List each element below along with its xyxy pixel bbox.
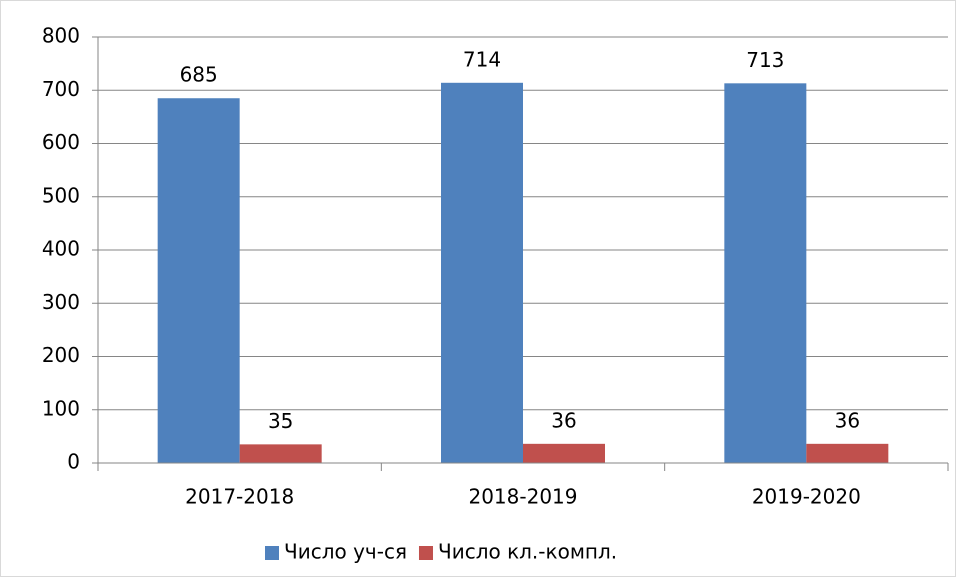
bar [239, 444, 322, 463]
legend-swatch [265, 546, 279, 560]
y-tick-label: 300 [42, 290, 80, 314]
y-tick-label: 500 [42, 183, 80, 207]
bar [441, 82, 523, 464]
bar [724, 83, 807, 463]
y-tick-label: 800 [42, 24, 80, 48]
x-tick-label: 2018-2019 [468, 485, 577, 509]
y-tick-label: 700 [42, 77, 80, 101]
legend-label: Число уч-ся [284, 540, 407, 564]
data-label: 36 [551, 408, 576, 432]
data-label: 36 [835, 408, 860, 432]
legend-swatch [418, 546, 433, 560]
bar [157, 98, 240, 464]
y-tick-label: 100 [42, 396, 80, 420]
data-label: 35 [268, 409, 293, 433]
x-tick-label: 2017-2018 [185, 485, 294, 509]
data-label: 685 [180, 63, 218, 87]
y-tick-label: 0 [67, 450, 80, 474]
legend-label: Число кл.-компл. [438, 540, 617, 564]
bar [806, 443, 889, 463]
data-label: 713 [746, 48, 784, 72]
y-tick-label: 400 [42, 237, 80, 261]
y-tick-label: 200 [42, 343, 80, 367]
x-tick-label: 2019-2020 [752, 485, 861, 509]
data-label: 714 [463, 47, 501, 71]
y-tick-label: 600 [42, 130, 80, 154]
bar [523, 443, 605, 463]
